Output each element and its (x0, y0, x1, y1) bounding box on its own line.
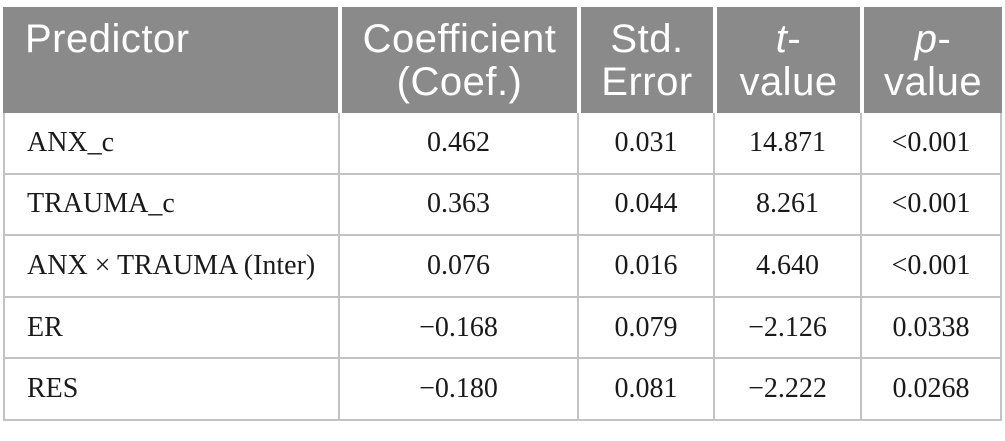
cell-coefficient: 0.076 (338, 236, 577, 298)
header-label-line2: Error (601, 60, 693, 104)
header-label-line2: value (739, 60, 838, 104)
cell-predictor: ER (3, 297, 338, 360)
header-cell-std-error: Std. Error (577, 7, 713, 113)
cell-predictor: TRAUMA_c (3, 174, 338, 237)
cell-predictor: ANX_c (3, 113, 338, 175)
cell-predictor: RES (3, 359, 338, 421)
cell-p-value: <0.001 (860, 236, 1002, 298)
cell-coefficient: −0.180 (338, 359, 577, 421)
header-label-line2: (Coef.) (396, 60, 523, 104)
header-label: Coefficient (362, 17, 557, 61)
cell-std-error: 0.079 (577, 297, 713, 360)
cell-p-value: 0.0268 (860, 359, 1002, 421)
cell-coefficient: −0.168 (338, 297, 577, 360)
cell-std-error: 0.031 (577, 113, 713, 175)
cell-t-value: 4.640 (713, 236, 860, 298)
cell-predictor: ANX × TRAUMA (Inter) (3, 236, 338, 298)
header-label: t- (775, 17, 802, 61)
cell-p-value: <0.001 (860, 174, 1002, 237)
cell-std-error: 0.081 (577, 359, 713, 421)
cell-p-value: <0.001 (860, 113, 1002, 175)
cell-t-value: −2.126 (713, 297, 860, 360)
header-label: Predictor (25, 17, 190, 61)
header-cell-coefficient: Coefficient (Coef.) (338, 7, 577, 113)
cell-t-value: −2.222 (713, 359, 860, 421)
cell-coefficient: 0.363 (338, 174, 577, 237)
header-label: p- (914, 17, 952, 61)
cell-std-error: 0.044 (577, 174, 713, 237)
header-label: Std. (610, 17, 684, 61)
cell-std-error: 0.016 (577, 236, 713, 298)
regression-results-table: Predictor Coefficient (Coef.) Std. Error… (3, 7, 1002, 421)
header-cell-t-value: t- value (713, 7, 860, 113)
header-cell-p-value: p- value (860, 7, 1002, 113)
header-cell-predictor: Predictor (3, 7, 338, 113)
header-label-line2: value (883, 60, 983, 104)
cell-t-value: 14.871 (713, 113, 860, 175)
cell-coefficient: 0.462 (338, 113, 577, 175)
cell-t-value: 8.261 (713, 174, 860, 237)
cell-p-value: 0.0338 (860, 297, 1002, 360)
